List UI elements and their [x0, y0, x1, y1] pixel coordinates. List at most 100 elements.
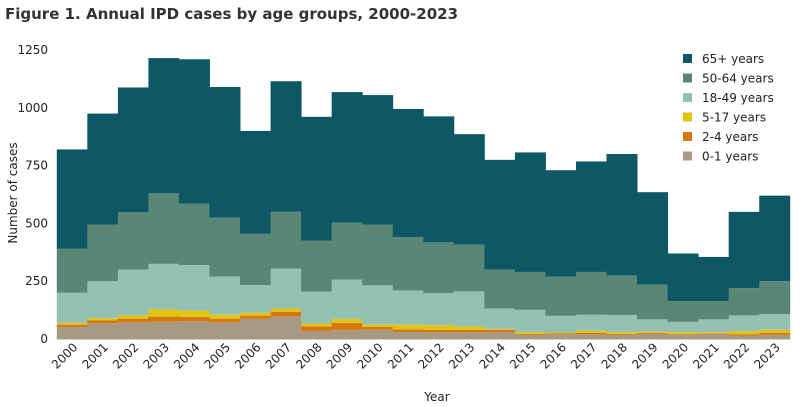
bar-segment-0-1-years [606, 334, 638, 339]
y-axis-ticks: 0 250 500 750 1000 1250 [17, 43, 48, 346]
bar-segment-0-1-years [423, 332, 455, 339]
bar-segment-65-years [270, 81, 302, 212]
bar-segment-0-1-years [301, 330, 333, 339]
legend-swatch [683, 73, 692, 83]
bar-segment-0-1-years [667, 334, 699, 339]
bar-segment-0-1-years [209, 322, 241, 339]
bar-segment-0-1-years [56, 326, 88, 339]
bar-segment-0-1-years [728, 335, 760, 339]
x-tick-label: 2018 [599, 340, 630, 371]
bar-segment-0-1-years [575, 334, 607, 339]
bar-segment-50-64-years [575, 271, 607, 315]
bar-segment-18-49-years [301, 291, 333, 324]
bar-segment-2-4-years [56, 324, 88, 327]
legend-swatch [683, 54, 692, 63]
legend-label: 5-17 years [702, 111, 766, 125]
chart-title: Figure 1. Annual IPD cases by age groups… [5, 5, 458, 23]
y-axis-label: Number of cases [6, 142, 20, 243]
bar-segment-5-17-years [698, 332, 730, 334]
bar-segment-18-49-years [453, 291, 485, 327]
bar-segment-5-17-years [759, 329, 791, 333]
bar-segment-5-17-years [240, 312, 272, 316]
x-tick-label: 2003 [141, 340, 172, 371]
bar-segment-2-4-years [484, 329, 516, 333]
bar-segment-18-49-years [148, 263, 180, 310]
bar-segment-50-64-years [301, 240, 333, 292]
bar-segment-5-17-years [728, 331, 760, 335]
bar-segment-5-17-years [484, 328, 516, 330]
bar-segment-50-64-years [56, 248, 88, 293]
bar-segment-0-1-years [545, 334, 577, 339]
bar-segment-0-1-years [87, 323, 119, 339]
bar-segment-2-4-years [87, 320, 119, 324]
bar-segment-5-17-years [667, 332, 699, 334]
bar-segment-2-4-years [209, 318, 241, 323]
bar-segment-65-years [575, 161, 607, 272]
bar-segment-18-49-years [514, 309, 546, 333]
bar-segment-50-64-years [87, 224, 119, 282]
bar-segment-18-49-years [759, 314, 791, 330]
bar-segment-2-4-years [331, 322, 363, 331]
x-tick-label: 2004 [171, 340, 202, 371]
x-tick-label: 2012 [415, 340, 446, 371]
bar-segment-50-64-years [514, 271, 546, 310]
x-tick-label: 2022 [721, 340, 752, 371]
bar-segment-2-4-years [392, 329, 424, 333]
bar-segment-2-4-years [514, 333, 546, 335]
bar-segment-2-4-years [117, 318, 149, 323]
bar-segment-5-17-years [301, 323, 333, 327]
bar-segment-18-49-years [423, 293, 455, 326]
x-tick-label: 2014 [476, 340, 507, 371]
bar-segment-18-49-years [484, 308, 516, 329]
bar-segment-0-1-years [453, 332, 485, 339]
bar-segment-18-49-years [117, 269, 149, 316]
bar-segment-0-1-years [637, 333, 669, 339]
bar-segment-5-17-years [362, 324, 394, 327]
bar-segment-65-years [178, 59, 210, 204]
legend-label: 18-49 years [702, 91, 774, 105]
bar-segment-0-1-years [270, 316, 302, 339]
bar-segment-2-4-years [240, 315, 272, 319]
bars [56, 58, 791, 339]
bar-segment-50-64-years [392, 237, 424, 291]
bar-segment-5-17-years [178, 310, 210, 318]
bar-segment-5-17-years [637, 331, 669, 333]
bar-segment-2-4-years [362, 326, 394, 330]
x-tick-label: 2001 [79, 340, 110, 371]
bar-segment-65-years [514, 152, 546, 272]
x-tick-label: 2017 [568, 340, 599, 371]
bar-segment-5-17-years [545, 332, 577, 334]
bar-segment-2-4-years [148, 316, 180, 322]
bar-segment-18-49-years [728, 315, 760, 332]
bar-segment-65-years [759, 195, 791, 282]
bar-segment-65-years [301, 116, 333, 241]
bar-segment-2-4-years [423, 329, 455, 333]
bar-segment-18-49-years [698, 319, 730, 333]
bar-segment-5-17-years [117, 315, 149, 319]
bar-segment-50-64-years [240, 233, 272, 286]
bar-segment-50-64-years [148, 193, 180, 264]
legend-label: 50-64 years [702, 72, 774, 86]
bar-segment-18-49-years [637, 319, 669, 332]
bar-segment-65-years [453, 134, 485, 245]
bar-segment-65-years [667, 253, 699, 302]
bar-segment-0-1-years [698, 333, 730, 339]
bar-segment-5-17-years [270, 308, 302, 312]
x-axis-ticks: 2000 2001 2002 2003 2004 2005 2006 2007 2008 2009… [49, 340, 783, 371]
bar-segment-2-4-years [301, 326, 333, 331]
bar-segment-65-years [728, 211, 760, 289]
bar-segment-65-years [87, 113, 119, 225]
x-tick-label: 2019 [629, 340, 660, 371]
bar-segment-0-1-years [514, 334, 546, 339]
x-tick-label: 2021 [690, 340, 721, 371]
x-tick-label: 2020 [660, 340, 691, 371]
bar-segment-18-49-years [362, 285, 394, 325]
bar-segment-50-64-years [423, 242, 455, 294]
bar-segment-0-1-years [240, 318, 272, 339]
bar-segment-2-4-years [606, 333, 638, 335]
bar-segment-5-17-years [606, 332, 638, 334]
legend-label: 0-1 years [702, 150, 758, 164]
bar-segment-65-years [392, 108, 424, 238]
bar-segment-65-years [209, 86, 241, 218]
x-tick-label: 2013 [446, 340, 477, 371]
